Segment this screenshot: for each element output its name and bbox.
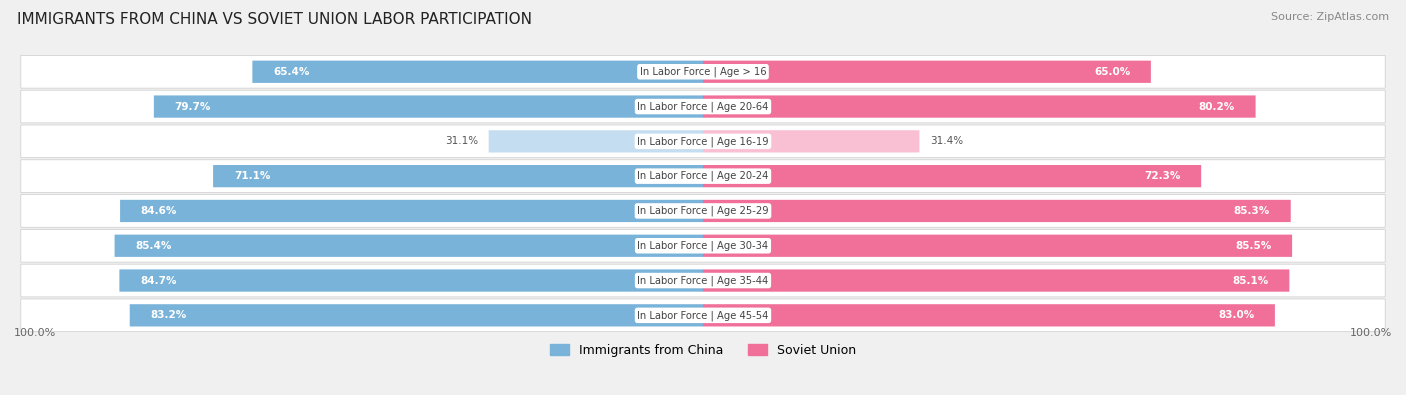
Text: 83.0%: 83.0% xyxy=(1218,310,1254,320)
Legend: Immigrants from China, Soviet Union: Immigrants from China, Soviet Union xyxy=(550,344,856,357)
FancyBboxPatch shape xyxy=(153,96,703,118)
Text: In Labor Force | Age 25-29: In Labor Force | Age 25-29 xyxy=(637,206,769,216)
FancyBboxPatch shape xyxy=(21,55,1385,88)
Text: 83.2%: 83.2% xyxy=(150,310,187,320)
FancyBboxPatch shape xyxy=(120,269,703,292)
Text: 80.2%: 80.2% xyxy=(1198,102,1234,111)
FancyBboxPatch shape xyxy=(252,60,703,83)
Text: 100.0%: 100.0% xyxy=(14,328,56,338)
FancyBboxPatch shape xyxy=(703,200,1291,222)
Text: 84.7%: 84.7% xyxy=(141,276,177,286)
FancyBboxPatch shape xyxy=(703,96,1256,118)
Text: 79.7%: 79.7% xyxy=(174,102,211,111)
Text: In Labor Force | Age 30-34: In Labor Force | Age 30-34 xyxy=(637,241,769,251)
Text: In Labor Force | Age 45-54: In Labor Force | Age 45-54 xyxy=(637,310,769,321)
Text: 85.5%: 85.5% xyxy=(1234,241,1271,251)
FancyBboxPatch shape xyxy=(489,130,703,152)
Text: 65.0%: 65.0% xyxy=(1094,67,1130,77)
Text: In Labor Force | Age > 16: In Labor Force | Age > 16 xyxy=(640,66,766,77)
FancyBboxPatch shape xyxy=(703,165,1201,187)
Text: IMMIGRANTS FROM CHINA VS SOVIET UNION LABOR PARTICIPATION: IMMIGRANTS FROM CHINA VS SOVIET UNION LA… xyxy=(17,12,531,27)
FancyBboxPatch shape xyxy=(214,165,703,187)
Text: In Labor Force | Age 20-64: In Labor Force | Age 20-64 xyxy=(637,101,769,112)
Text: 100.0%: 100.0% xyxy=(1350,328,1392,338)
Text: 72.3%: 72.3% xyxy=(1144,171,1181,181)
Text: 31.4%: 31.4% xyxy=(929,136,963,147)
FancyBboxPatch shape xyxy=(703,130,920,152)
Text: In Labor Force | Age 35-44: In Labor Force | Age 35-44 xyxy=(637,275,769,286)
FancyBboxPatch shape xyxy=(703,60,1152,83)
FancyBboxPatch shape xyxy=(21,195,1385,227)
Text: 71.1%: 71.1% xyxy=(233,171,270,181)
FancyBboxPatch shape xyxy=(120,200,703,222)
Text: 85.3%: 85.3% xyxy=(1233,206,1270,216)
Text: 65.4%: 65.4% xyxy=(273,67,309,77)
Text: 85.4%: 85.4% xyxy=(135,241,172,251)
Text: 85.1%: 85.1% xyxy=(1233,276,1268,286)
Text: Source: ZipAtlas.com: Source: ZipAtlas.com xyxy=(1271,12,1389,22)
FancyBboxPatch shape xyxy=(21,90,1385,123)
FancyBboxPatch shape xyxy=(21,299,1385,332)
FancyBboxPatch shape xyxy=(129,304,703,327)
Text: In Labor Force | Age 20-24: In Labor Force | Age 20-24 xyxy=(637,171,769,181)
FancyBboxPatch shape xyxy=(114,235,703,257)
FancyBboxPatch shape xyxy=(21,229,1385,262)
Text: 84.6%: 84.6% xyxy=(141,206,177,216)
FancyBboxPatch shape xyxy=(21,160,1385,192)
Text: 31.1%: 31.1% xyxy=(446,136,478,147)
FancyBboxPatch shape xyxy=(703,269,1289,292)
FancyBboxPatch shape xyxy=(703,304,1275,327)
FancyBboxPatch shape xyxy=(21,264,1385,297)
FancyBboxPatch shape xyxy=(703,235,1292,257)
FancyBboxPatch shape xyxy=(21,125,1385,158)
Text: In Labor Force | Age 16-19: In Labor Force | Age 16-19 xyxy=(637,136,769,147)
